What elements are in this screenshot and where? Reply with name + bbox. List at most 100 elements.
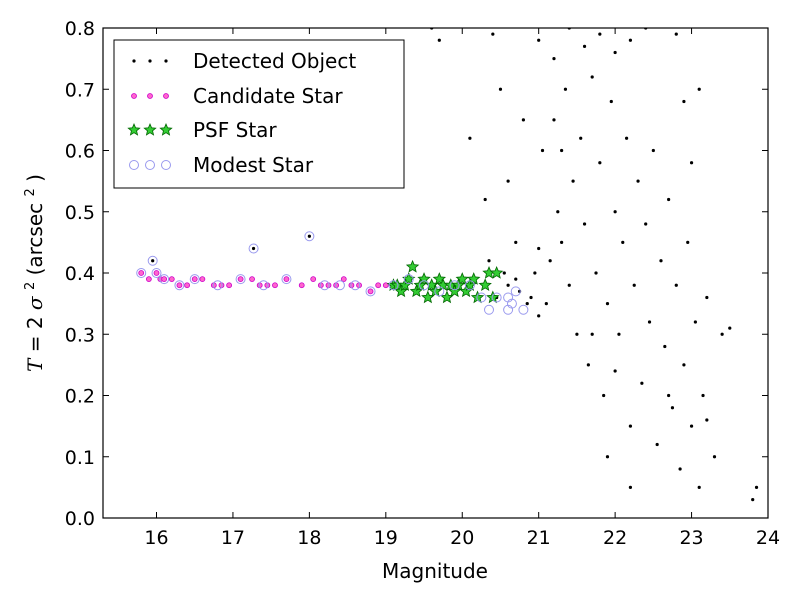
y-axis-ticks: 0.0 0.1 0.2 0.3 0.4 0.5 0.6 0.7 0.8 [65,18,768,530]
legend-marker-candidate-star-point [163,93,169,99]
detected-object-point [506,179,510,183]
modest-star-point [350,280,361,291]
legend-markers [127,59,173,170]
detected-object-point [667,393,671,398]
detected-object-point [605,455,610,459]
candidate-star-point [375,282,382,289]
psf-star-point [394,284,408,298]
detected-object-point [682,99,686,104]
x-tick-label: 16 [144,527,168,549]
psf-star-point [447,284,462,298]
detected-object-point [686,240,690,244]
detected-object-point [560,148,564,153]
legend-label-detected: Detected Object [193,49,356,73]
modest-star-point [189,274,200,285]
detected-object-point [697,485,701,489]
psf-star-point [405,259,420,273]
detected-object-point [514,277,518,281]
legend-label-candidate: Candidate Star [193,84,343,108]
detected-object-series [151,28,759,502]
y-tick-label: 0.4 [65,263,95,285]
candidate-star-point [237,276,244,283]
candidate-star-point [367,288,374,295]
legend-marker-psf-star-point [159,122,173,136]
detected-object-point [720,332,724,336]
y-label-unit: (arcsec [23,203,47,276]
legend-marker-modest-star-point [145,160,155,170]
candidate-star-point [176,282,183,289]
detected-object-point [468,136,472,140]
legend-marker-modest-star-point [129,160,139,170]
candidate-star-point [272,282,278,289]
x-tick-label: 17 [221,527,245,549]
modest-star-point [151,268,162,278]
detected-object-point [628,485,633,489]
detected-object-point [613,369,617,373]
detected-object-point [689,424,694,428]
legend: Detected Object Candidate Star PSF Star … [113,39,405,189]
detected-object-point [667,197,671,202]
legend-box [113,39,405,189]
detected-object-point [674,32,678,36]
modest-star-point [212,280,223,291]
detected-object-point [617,332,621,336]
detected-object-point [533,271,537,275]
detected-object-point [628,424,633,428]
legend-marker-detected-object-point [132,59,136,63]
detected-object-point [540,148,545,153]
detected-object-point [491,32,495,36]
detected-object-point [682,363,686,367]
modest-star-point [464,280,475,291]
detected-object-point [663,344,667,349]
modest-star-point [248,243,259,254]
candidate-star-point [310,276,317,283]
modest-star-point [365,286,376,297]
modest-star-point [484,304,495,315]
modest-star-series [136,231,529,315]
x-tick-label: 19 [374,527,398,549]
detected-object-point [754,485,759,489]
detected-object-point [544,302,548,306]
detected-object-point [659,259,663,263]
legend-label-modest: Modest Star [193,153,314,177]
candidate-star-point [382,282,389,289]
detected-object-point [514,240,518,244]
detected-object-point [613,50,617,55]
detected-object-point [640,381,644,385]
detected-object-point [644,222,648,226]
modest-star-point [506,298,517,309]
detected-object-point [552,57,556,61]
detected-object-point [552,118,556,122]
modest-star-point [258,280,269,291]
detected-object-point [751,498,755,502]
legend-marker-detected-object-point [148,59,152,63]
modest-star-point [518,304,529,315]
modest-star-point [510,286,521,297]
modest-star-point [476,292,487,303]
candidate-star-point [340,276,347,283]
y-tick-label: 0.2 [65,386,95,408]
detected-object-point [590,332,594,336]
candidate-star-point [184,282,190,289]
modest-star-point [491,292,502,303]
detected-object-point [628,38,633,42]
y-axis-label: T = 2 σ 2 (arcsec 2 ) [15,174,47,372]
y-label-unit-sup: 2 [23,188,38,196]
y-tick-label: 0.0 [65,508,95,530]
detected-object-point [571,179,575,183]
candidate-star-point [145,276,152,283]
modest-star-point [319,280,330,291]
detected-object-point [487,259,491,263]
psf-star-point [421,290,435,304]
detected-object-point [609,99,613,104]
detected-object-point [556,210,560,214]
detected-object-point [647,320,652,324]
detected-object-point [693,320,697,324]
x-axis-ticks: 16 17 18 19 20 21 22 23 24 [144,28,780,549]
detected-object-point [594,271,598,275]
legend-marker-psf-star-point [127,122,141,136]
candidate-star-series [138,270,389,295]
candidate-star-point [283,276,290,283]
x-tick-label: 20 [450,527,474,549]
y-tick-label: 0.6 [65,141,95,163]
